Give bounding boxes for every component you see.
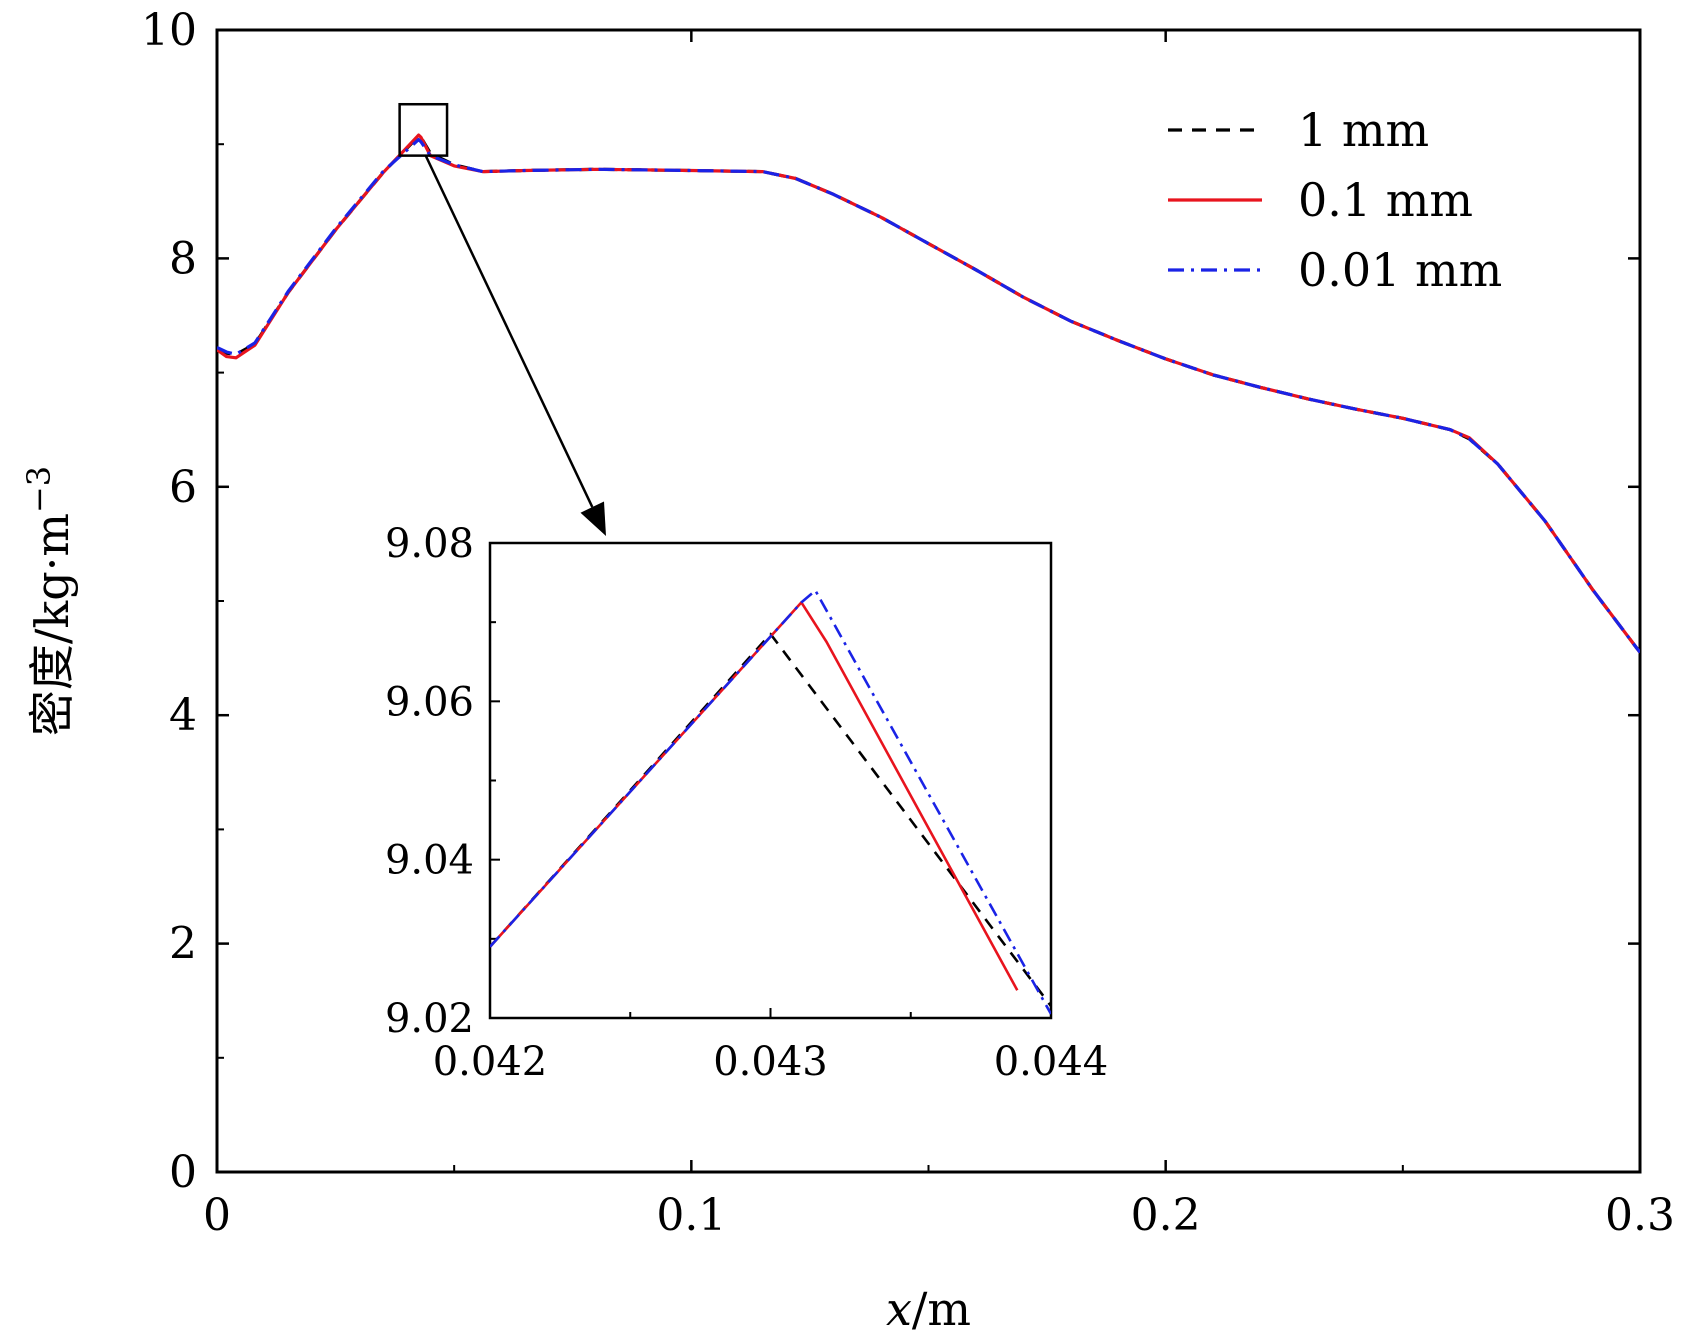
y-axis-label: 密度/kg·m bbox=[25, 513, 79, 736]
inset-y-tick-label: 9.02 bbox=[385, 996, 474, 1042]
legend: 1 mm 0.1 mm 0.01 mm bbox=[1168, 103, 1502, 297]
y-tick-label: 10 bbox=[141, 5, 197, 56]
inset-series-line-3 bbox=[490, 589, 1051, 1015]
main-series-layer bbox=[217, 133, 1640, 654]
series-line-3 bbox=[217, 138, 1640, 654]
x-tick-label: 0.3 bbox=[1605, 1190, 1675, 1241]
x-axis-var: x bbox=[886, 1282, 912, 1336]
zoom-arrow-line bbox=[424, 155, 594, 508]
inset-series-line-1 bbox=[490, 632, 1051, 1007]
x-axis-unit: /m bbox=[912, 1282, 971, 1336]
y-tick-label: 8 bbox=[169, 233, 197, 284]
x-tick-label: 0 bbox=[203, 1190, 231, 1241]
legend-label-1: 1 mm bbox=[1298, 103, 1429, 157]
y-axis-title: 密度/kg·m−3 bbox=[20, 466, 79, 736]
inset-y-tick-label: 9.08 bbox=[385, 521, 474, 567]
inset-series-layer bbox=[490, 589, 1051, 1015]
x-tick-label: 0.1 bbox=[656, 1190, 726, 1241]
inset-y-tick-label: 9.06 bbox=[385, 679, 474, 725]
y-tick-label: 4 bbox=[169, 690, 197, 741]
inset-frame bbox=[488, 541, 1053, 1020]
inset-x-tick-label: 0.042 bbox=[433, 1039, 548, 1085]
inset-plot: 0.042 0.043 0.044 9.02 9.04 9.06 9.08 bbox=[385, 521, 1108, 1085]
legend-label-2: 0.1 mm bbox=[1298, 173, 1473, 227]
legend-label-3: 0.01 mm bbox=[1298, 243, 1502, 297]
x-axis-title: x/m bbox=[886, 1282, 971, 1336]
y-tick-label: 2 bbox=[169, 919, 197, 970]
zoom-box bbox=[398, 102, 449, 157]
x-tick-label: 0.2 bbox=[1131, 1190, 1201, 1241]
y-tick-label: 0 bbox=[169, 1147, 197, 1198]
main-plot: 0 0.1 0.2 0.3 0 2 4 6 8 10 x/m 密度/kg·m−3 bbox=[20, 5, 1675, 1336]
inset-x-tick-label: 0.044 bbox=[994, 1039, 1109, 1085]
zoom-arrow-head bbox=[580, 501, 606, 536]
inset-y-tick-label: 9.04 bbox=[385, 838, 474, 884]
y-axis-exponent: −3 bbox=[20, 466, 58, 513]
y-tick-label: 6 bbox=[169, 462, 197, 513]
inset-x-tick-label: 0.043 bbox=[713, 1039, 828, 1085]
